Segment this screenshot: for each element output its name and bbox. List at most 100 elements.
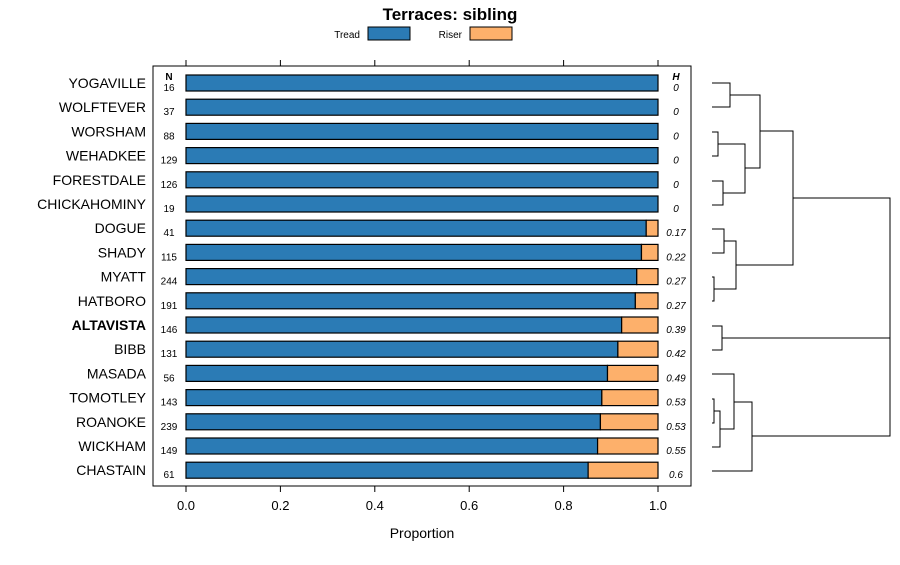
bar-riser-roanoke	[599, 413, 659, 431]
h-column-header: H	[672, 72, 680, 83]
bar-tread-bibb	[185, 340, 619, 358]
h-value-dogue: 0.17	[666, 228, 686, 239]
row-label-masada: MASADA	[87, 365, 147, 381]
bar-tread-masada	[185, 364, 609, 382]
h-value-wehadkee: 0	[673, 156, 679, 167]
n-value-forestdale: 126	[161, 180, 178, 191]
bar-tread-wehadkee	[185, 147, 659, 165]
n-value-bibb: 131	[161, 349, 178, 360]
dendrogram-branch-10	[712, 398, 715, 424]
n-value-masada: 56	[163, 373, 175, 384]
h-value-wickham: 0.55	[666, 446, 686, 457]
h-value-masada: 0.49	[666, 373, 686, 384]
dendrogram-branch-15	[793, 197, 891, 338]
bar-riser-wickham	[596, 437, 659, 455]
row-label-forestdale: FORESTDALE	[53, 172, 146, 188]
n-value-shady: 115	[161, 252, 177, 263]
row-label-wehadkee: WEHADKEE	[66, 148, 146, 164]
h-value-worsham: 0	[673, 131, 679, 142]
chart-title: Terraces: sibling	[383, 5, 518, 24]
n-value-dogue: 41	[163, 228, 175, 239]
bar-riser-bibb	[617, 340, 659, 358]
dendrogram-branch-9	[712, 325, 723, 351]
row-label-dogue: DOGUE	[95, 220, 146, 236]
x-tick-label-1: 0.2	[271, 498, 289, 513]
n-value-myatt: 244	[161, 277, 178, 288]
n-value-altavista: 146	[161, 325, 178, 336]
h-value-forestdale: 0	[673, 180, 679, 191]
bar-riser-hatboro	[634, 292, 659, 310]
h-value-shady: 0.22	[666, 252, 686, 263]
n-value-tomotley: 143	[161, 398, 178, 409]
h-value-yogaville: 0	[673, 83, 679, 94]
row-label-yogaville: YOGAVILLE	[68, 75, 146, 91]
row-label-myatt: MYATT	[101, 269, 147, 285]
n-column-header: N	[165, 72, 172, 83]
dendrogram	[712, 82, 891, 472]
bar-tread-worsham	[185, 122, 659, 141]
legend-label-riser: Riser	[439, 30, 463, 41]
row-label-tomotley: TOMOTLEY	[69, 390, 146, 406]
bar-tread-dogue	[185, 219, 647, 237]
bar-tread-altavista	[185, 316, 623, 334]
row-label-shady: SHADY	[98, 244, 147, 260]
dendrogram-branch-0	[712, 82, 731, 108]
h-value-tomotley: 0.53	[666, 398, 686, 409]
row-label-roanoke: ROANOKE	[76, 414, 146, 430]
n-value-wickham: 149	[161, 446, 178, 457]
n-value-wehadkee: 129	[161, 156, 178, 167]
x-tick-label-0: 0.0	[177, 498, 195, 513]
n-value-yogaville: 16	[163, 83, 175, 94]
bar-riser-tomotley	[601, 389, 659, 407]
row-label-chastain: CHASTAIN	[76, 462, 146, 478]
bar-tread-tomotley	[185, 389, 603, 407]
bar-tread-chastain	[185, 461, 589, 479]
bar-tread-yogaville	[185, 74, 659, 92]
bar-tread-roanoke	[185, 413, 602, 431]
x-axis-title: Proportion	[390, 525, 455, 541]
bar-riser-shady	[640, 243, 659, 261]
x-tick-label-2: 0.4	[366, 498, 384, 513]
h-value-myatt: 0.27	[666, 277, 686, 288]
dendrogram-branch-7	[714, 240, 737, 290]
h-value-chastain: 0.6	[669, 470, 683, 481]
dendrogram-branch-12	[712, 373, 735, 430]
bar-tread-forestdale	[185, 171, 659, 189]
row-label-wolftever: WOLFTEVER	[59, 99, 146, 115]
legend-swatch-riser	[469, 26, 513, 41]
bar-tread-wolftever	[185, 98, 659, 116]
x-tick-label-3: 0.6	[460, 498, 478, 513]
bar-riser-myatt	[636, 268, 659, 286]
h-value-wolftever: 0	[673, 107, 679, 118]
legend-swatch-tread	[367, 26, 411, 41]
n-value-chastain: 61	[163, 470, 175, 481]
h-value-altavista: 0.39	[666, 325, 686, 336]
legend-label-tread: Tread	[334, 30, 360, 41]
plot-frame	[152, 65, 692, 487]
bar-tread-wickham	[185, 437, 599, 455]
x-axis: 0.0 0.2 0.4 0.6 0.8 1.0	[177, 60, 667, 513]
row-label-altavista: ALTAVISTA	[72, 317, 146, 333]
h-value-chickahominy: 0	[673, 204, 679, 215]
bar-riser-dogue	[645, 219, 659, 237]
dendrogram-branch-13	[712, 401, 753, 472]
bar-tread-myatt	[185, 268, 638, 286]
bar-riser-chastain	[587, 461, 659, 479]
dendrogram-branch-11	[712, 410, 721, 448]
legend: Tread Riser	[334, 26, 513, 41]
row-label-bibb: BIBB	[114, 341, 146, 357]
dendrogram-branch-14	[722, 337, 891, 437]
n-value-roanoke: 239	[161, 422, 178, 433]
bar-riser-altavista	[621, 316, 659, 334]
n-value-wolftever: 37	[163, 107, 175, 118]
bar-tread-chickahominy	[185, 195, 659, 213]
row-label-chickahominy: CHICKAHOMINY	[37, 196, 147, 212]
x-tick-label-4: 0.8	[555, 498, 573, 513]
h-value-roanoke: 0.53	[666, 422, 686, 433]
n-value-hatboro: 191	[161, 301, 178, 312]
h-value-bibb: 0.42	[666, 349, 686, 360]
h-value-hatboro: 0.27	[666, 301, 686, 312]
dendrogram-branch-2	[718, 143, 746, 194]
